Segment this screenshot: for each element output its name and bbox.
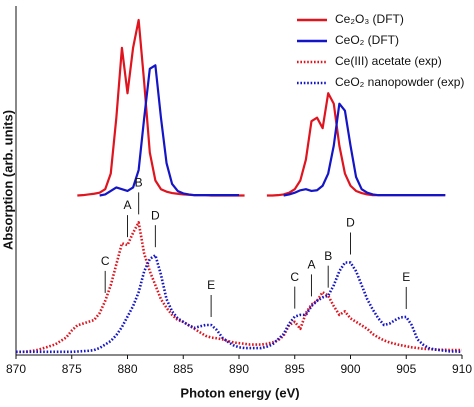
legend-label: Ce₂O₃ (DFT) [335, 12, 404, 26]
annotation-label: A [307, 258, 315, 272]
series-line [16, 221, 462, 354]
x-tick-label: 900 [340, 362, 360, 376]
legend-label: CeO₂ (DFT) [335, 33, 399, 47]
annotation-label: B [135, 176, 143, 190]
x-tick-label: 890 [229, 362, 249, 376]
annotation-label: C [101, 254, 110, 268]
annotation-label: C [290, 270, 299, 284]
annotation-label: E [402, 270, 410, 284]
x-axis-title: Photon energy (eV) [180, 385, 299, 400]
x-tick-label: 880 [117, 362, 137, 376]
annotation-label: D [346, 216, 355, 230]
legend-label: CeO₂ nanopowder (exp) [335, 75, 464, 89]
x-tick-label: 895 [285, 362, 305, 376]
series-line [99, 64, 446, 197]
y-axis-title: Absorption (arb. units) [0, 110, 15, 250]
legend-label: Ce(III) acetate (exp) [335, 54, 442, 68]
annotation-label: E [207, 278, 215, 292]
annotation-label: D [151, 208, 160, 222]
x-tick-label: 910 [452, 362, 472, 376]
x-tick-label: 905 [396, 362, 416, 376]
series-line [16, 253, 463, 354]
x-tick-label: 885 [173, 362, 193, 376]
annotation-label: A [123, 198, 131, 212]
x-tick-label: 875 [62, 362, 82, 376]
annotation-label: B [324, 249, 332, 263]
x-tick-label: 870 [6, 362, 26, 376]
